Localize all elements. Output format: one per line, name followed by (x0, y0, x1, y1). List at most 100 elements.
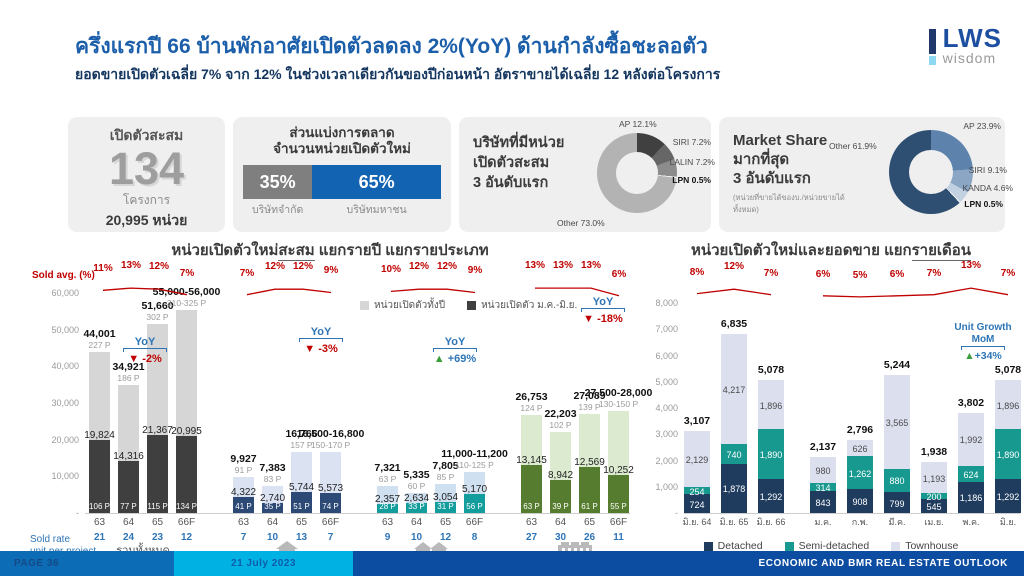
bar-sold-rate: 10 (410, 532, 423, 543)
bar-sold-rate: 21 (93, 532, 106, 543)
yearly-sold-avg-pcts-value: 7% (179, 267, 195, 279)
bar-h1-project-label: 115 P (147, 502, 168, 511)
page-title: ครึ่งแรกปี 66 บ้านพักอาศัยเปิดตัวลดลง 2%… (75, 35, 708, 58)
launch-total-title: เปิดตัวสะสม (109, 127, 184, 143)
monthly-growth-pcts-2-value: 7% (926, 267, 942, 279)
bar-h1-project-label: 63 P (523, 502, 540, 511)
monthly-chart-panel: หน่วยเปิดตัวใหม่และยอดขาย แยกรายเดือน 8,… (642, 238, 1022, 554)
yoy-label: YoY (134, 336, 156, 348)
bar-total-label: 55,000-56,000 (152, 285, 221, 298)
yearly-ytick: 10,000 (51, 471, 79, 482)
segment-value-label: 1,262 (848, 468, 872, 479)
segment-value-label: 254 (689, 486, 705, 497)
market-share-title3: 3 อันดับแรก (733, 170, 811, 187)
yoy-label: YoY (592, 296, 614, 308)
yearly-sold-avg-pcts-value: 12% (148, 261, 169, 273)
bar-project-count-label: 150-170 P (310, 439, 351, 450)
h1-bar-segment (550, 480, 571, 513)
bar-project-count-label: 102 P (549, 419, 572, 430)
bar-total-label: 22,203 (544, 407, 577, 420)
yoy-bracket-icon (433, 348, 477, 352)
segment-value-label: 624 (963, 469, 979, 480)
yearly-sold-avg-pcts: 10% 12% 12% 9% (375, 260, 487, 300)
logo-text: LWS (942, 23, 1002, 53)
bar-total-label: 11,000-11,200 (441, 448, 508, 461)
yearly-sold-avg-pcts-value: 13% (580, 260, 601, 271)
h1-bar-segment (262, 502, 283, 513)
bar-h1-value-label: 3,054 (432, 491, 459, 503)
legend-label: หน่วยเปิดตัวทั้งปี (374, 300, 446, 311)
h1-bar-segment (291, 491, 312, 513)
bar-total-label: 27,089 (573, 389, 606, 402)
bar-h1-project-label: 61 P (581, 502, 598, 511)
segment-value-label: 843 (815, 497, 831, 508)
month-bar-column: 724 254 2,129 3,107 มิ.ย. 64 (683, 303, 712, 527)
bar-sold-rate: 7 (327, 532, 334, 543)
split-right-pct: 65% (312, 165, 441, 199)
segment-value-label: 200 (926, 492, 942, 503)
bar-column: 16,500-16,800 150-170 P 5,573 74 P 66F 7 (297, 293, 365, 543)
lws-logo: LWS wisdom (928, 23, 1002, 66)
bar-column: 7,383 83 P 2,740 35 P 64 10 (259, 293, 285, 543)
bar-h1-value-label: 2,634 (403, 493, 430, 505)
yearly-sold-avg-pcts-value: 12% (408, 261, 429, 273)
bar-x-label: 64 (410, 517, 423, 528)
launch-total-number: 134 (108, 143, 185, 194)
month-bar-column: 545 200 1,193 1,938 เม.ย. (921, 303, 947, 527)
bar-h1-value-label: 13,145 (516, 454, 547, 466)
bar-sold-rate: 24 (122, 532, 135, 543)
sold-avg-label: Sold avg. (%) (32, 270, 95, 281)
month-total-label: 2,796 (846, 423, 874, 436)
legend-swatch-icon (467, 301, 477, 310)
month-x-label: มิ.ย. 66 (756, 517, 786, 527)
yearly-ytick: 40,000 (51, 361, 79, 372)
segment-value-label: 1,292 (996, 492, 1020, 503)
h1-bar-segment (176, 436, 197, 513)
bar-total-label: 9,927 (230, 452, 257, 465)
segment-value-label: 545 (926, 501, 942, 512)
yoy-value: ▼ -3% (304, 343, 338, 355)
segment-value-label: 1,186 (959, 493, 983, 504)
yearly-ytick: 50,000 (51, 324, 79, 335)
segment-value-label: 880 (889, 476, 905, 487)
month-total-label: 5,244 (883, 359, 911, 372)
bar-sold-rate: 11 (613, 532, 624, 543)
monthly-growth-pcts-2: 6% 5% 6% 7% 13% 7% (810, 260, 1022, 300)
bar-column: 51,660 302 P 21,367 115 P 65 23 (141, 293, 173, 543)
h1-bar-segment (579, 466, 600, 513)
card-market-share: Market Share มากที่สุด 3 อันดับแรก (หน่ว… (719, 117, 1013, 232)
bar-h1-value-label: 20,995 (171, 426, 202, 438)
yearly-sold-avg-pcts-value: 13% (552, 260, 573, 271)
donut2-label-lpn: LPN 0.5% (964, 199, 1003, 209)
bar-h1-project-label: 74 P (322, 502, 339, 511)
yoy-label: YoY (444, 336, 466, 348)
donut2-label-ap: AP 23.9% (963, 121, 1001, 131)
bar-total-label: 26,753 (515, 390, 548, 403)
yearly-ytick: 30,000 (51, 398, 79, 408)
bar-sold-rate: 7 (240, 532, 247, 543)
legend-swatch-icon (784, 541, 794, 551)
segment-semi-detached (884, 468, 910, 493)
month-total-label: 5,078 (757, 363, 785, 376)
bar-project-count-label: 60 P (407, 481, 426, 492)
bar-h1-value-label: 19,824 (84, 430, 115, 442)
legend-item: Detached (703, 540, 763, 552)
monthly-ytick: 5,000 (655, 376, 678, 387)
segment-value-label: 980 (815, 465, 831, 476)
bar-h1-value-label: 5,170 (461, 484, 488, 496)
bar-column: 55,000-56,000 310-325 P 20,995 134 P 66F 12 (153, 286, 221, 544)
bar-h1-value-label: 2,357 (374, 494, 401, 506)
month-total-label: 3,107 (683, 415, 711, 428)
bar-total-label: 7,321 (374, 462, 401, 475)
bar-x-label: 65 (295, 517, 308, 528)
month-bar-column: 1,186 624 1,992 3,802 พ.ค. (958, 303, 984, 527)
bar-total-label: 27,500-28,000 (584, 387, 653, 400)
segment-value-label: 740 (726, 450, 742, 460)
monthly-growth-pcts-2-value: 7% (1000, 267, 1016, 279)
bar-total-label: 44,001 (83, 327, 116, 340)
yearly-chart-panel: หน่วยเปิดตัวใหม่สะสม แยกรายปี แยกรายประเ… (30, 238, 652, 557)
market-share-donut (889, 130, 973, 214)
h1-bar-segment (233, 497, 254, 513)
segment-value-label: 1,878 (722, 484, 746, 495)
yearly-sold-avg-pcts-line (375, 282, 487, 300)
